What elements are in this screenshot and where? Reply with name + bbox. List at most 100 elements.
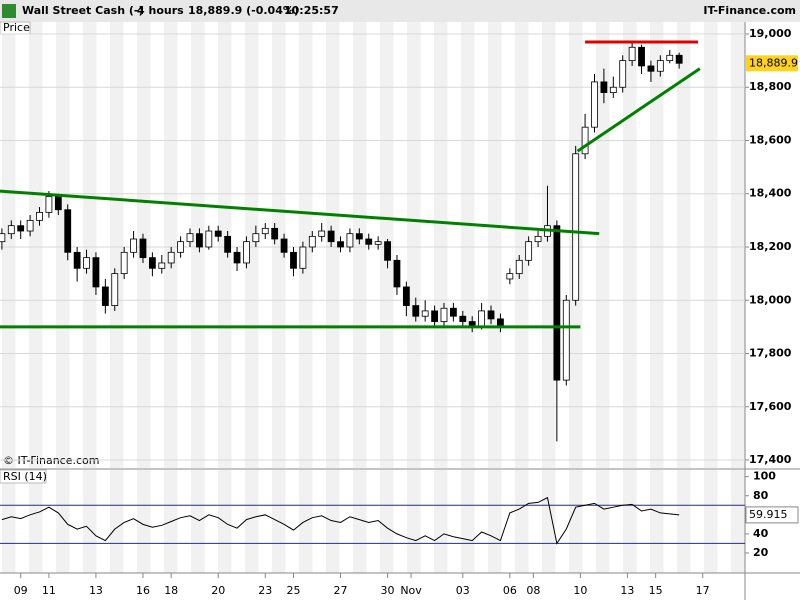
candle-body <box>412 305 420 317</box>
candle-body <box>609 86 617 93</box>
candle-body <box>534 235 542 243</box>
y-tick-label: 19,000 <box>749 27 792 40</box>
candle-body <box>525 241 533 261</box>
candle-body <box>308 235 316 248</box>
instrument: Wall Street Cash (-) <box>22 4 143 17</box>
x-tick-label: 16 <box>136 584 150 597</box>
candle-body <box>26 219 34 232</box>
candle-body <box>402 286 410 306</box>
candle-body <box>205 230 213 248</box>
brand: IT-Finance.com <box>703 4 796 17</box>
header-icon <box>2 4 16 18</box>
candle-body <box>337 241 344 248</box>
y-tick-label: 100 <box>753 470 776 483</box>
candle-body <box>355 233 363 240</box>
candle-body <box>365 238 373 245</box>
price-panel <box>0 22 745 468</box>
candle-body <box>487 310 495 320</box>
candle-body <box>280 238 288 253</box>
candle-body <box>299 246 307 269</box>
rsi-value-box <box>745 506 799 524</box>
candle-body <box>459 315 467 322</box>
candle-body <box>572 153 580 301</box>
candle-body <box>327 230 335 243</box>
candle-body <box>600 81 608 93</box>
x-tick-label: 03 <box>456 584 470 597</box>
candle-body <box>638 46 645 67</box>
candle-body <box>628 46 636 62</box>
candle-body <box>449 307 457 317</box>
time: 10:25:57 <box>284 4 339 17</box>
candle-body <box>36 211 43 221</box>
y-tick-label: 80 <box>753 489 769 502</box>
y-tick-label: 18,000 <box>749 293 792 306</box>
candle-body <box>214 230 222 237</box>
candle-body <box>506 273 514 280</box>
last-price-box <box>746 55 798 72</box>
x-tick-label: 09 <box>14 584 28 597</box>
candle-body <box>261 227 269 235</box>
y-tick-label: 17,600 <box>749 400 792 413</box>
x-tick-label: 15 <box>649 584 663 597</box>
y-tick-label: 17,800 <box>749 347 792 360</box>
candle-body <box>290 251 297 269</box>
candle-body <box>346 233 354 248</box>
candle-body <box>54 196 62 211</box>
candle-body <box>92 257 100 288</box>
y-tick-label: 17,400 <box>749 453 792 466</box>
rsi-line <box>1 496 680 545</box>
header-bar <box>0 0 800 22</box>
trendline <box>0 189 600 236</box>
candle-body <box>243 241 250 264</box>
candle-body <box>0 233 6 243</box>
x-tick-label: 13 <box>89 584 103 597</box>
candle-body <box>167 251 175 264</box>
candle-body <box>675 54 683 64</box>
candle-body <box>591 81 598 128</box>
candle-body <box>7 225 15 235</box>
candle-body <box>666 54 674 62</box>
candle-body <box>139 238 147 259</box>
candle-body <box>384 241 391 261</box>
candle-body <box>233 251 241 264</box>
y-tick-label: 18,200 <box>749 240 792 253</box>
panel-label: Price <box>3 21 30 34</box>
x-tick-label: 11 <box>42 584 56 597</box>
candle-body <box>421 310 429 317</box>
candle-body <box>130 238 137 253</box>
candle-body <box>73 251 81 269</box>
candle-body <box>45 196 53 213</box>
price: 18,889.9 (-0.04%) <box>188 4 299 17</box>
candle-body <box>252 233 260 243</box>
candle-body <box>64 209 72 253</box>
y-tick-label: 18,400 <box>749 187 792 200</box>
candle-body <box>374 241 382 245</box>
candle-body <box>17 225 25 232</box>
x-tick-label: 20 <box>211 584 225 597</box>
x-tick-label: 25 <box>286 584 300 597</box>
candle-body <box>111 273 119 306</box>
x-tick-label: 08 <box>526 584 540 597</box>
x-tick-label: Nov <box>400 584 422 597</box>
candle-body <box>581 126 589 155</box>
candle-body <box>478 310 486 328</box>
candle-body <box>177 241 185 253</box>
panel-tab <box>0 469 47 484</box>
y-tick-label: 20 <box>753 546 769 559</box>
x-tick-label: 10 <box>573 584 587 597</box>
x-tick-label: 27 <box>334 584 348 597</box>
candle-body <box>158 262 166 269</box>
y-tick-label: 18,800 <box>749 80 792 93</box>
last-price-label: 18,889.9 <box>749 56 798 69</box>
x-tick-label: 30 <box>381 584 395 597</box>
candle-body <box>515 259 523 275</box>
y-tick-label: 40 <box>753 527 769 540</box>
candle-body <box>224 235 232 253</box>
candle-body <box>647 65 655 72</box>
x-tick-label: 17 <box>696 584 710 597</box>
candle-body <box>196 233 203 248</box>
candle-body <box>318 230 326 237</box>
trendline <box>576 67 701 153</box>
candle-body <box>393 259 401 288</box>
